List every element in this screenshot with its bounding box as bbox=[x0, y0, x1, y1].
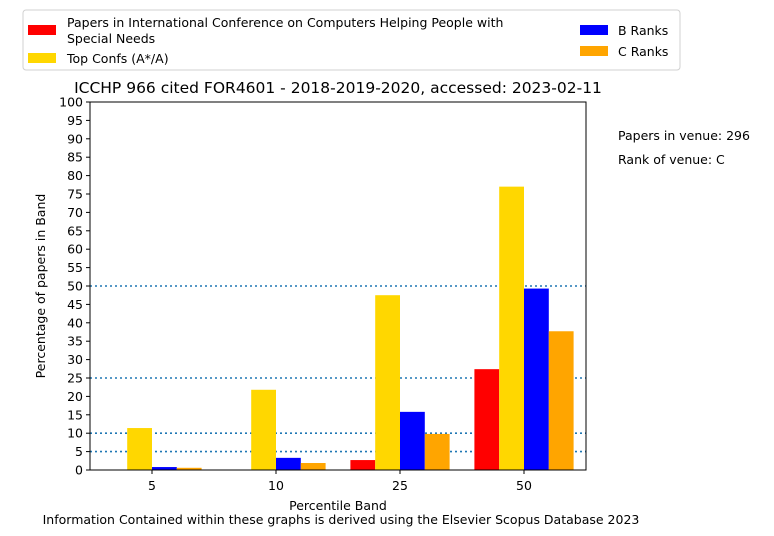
x-tick-label: 25 bbox=[392, 478, 408, 493]
y-tick-label: 20 bbox=[67, 389, 83, 404]
legend-label-c-ranks: C Ranks bbox=[618, 44, 668, 59]
bar bbox=[276, 457, 301, 470]
y-tick-label: 90 bbox=[67, 131, 83, 146]
bar bbox=[474, 369, 500, 470]
y-tick-label: 0 bbox=[75, 463, 83, 478]
y-tick-label: 5 bbox=[75, 444, 83, 459]
footer-note: Information Contained within these graph… bbox=[43, 512, 640, 527]
y-tick-label: 25 bbox=[67, 371, 83, 386]
y-tick-label: 40 bbox=[67, 315, 83, 330]
y-tick-label: 30 bbox=[67, 352, 83, 367]
legend-label-venue-line2: Special Needs bbox=[67, 31, 155, 46]
bar bbox=[127, 428, 152, 470]
y-tick-label: 45 bbox=[67, 297, 83, 312]
x-tick-label: 10 bbox=[268, 478, 284, 493]
legend-swatch-b-ranks bbox=[580, 25, 608, 35]
y-axis-label: Percentage of papers in Band bbox=[33, 194, 48, 379]
bar bbox=[524, 288, 549, 470]
y-tick-label: 95 bbox=[67, 113, 83, 128]
legend-frame bbox=[22, 9, 681, 71]
y-tick-label: 55 bbox=[67, 260, 83, 275]
y-tick-label: 75 bbox=[67, 187, 83, 202]
bars bbox=[127, 186, 574, 470]
legend: Papers in International Conference on Co… bbox=[22, 9, 681, 71]
y-tick-label: 100 bbox=[59, 95, 83, 110]
x-tick-label: 5 bbox=[148, 478, 156, 493]
bar bbox=[300, 463, 326, 470]
chart-title: ICCHP 966 cited FOR4601 - 2018-2019-2020… bbox=[74, 79, 602, 97]
bar bbox=[424, 433, 450, 470]
y-tick-label: 70 bbox=[67, 205, 83, 220]
bar bbox=[548, 331, 574, 470]
legend-label-top-confs: Top Confs (A*/A) bbox=[66, 51, 169, 66]
y-tick-label: 50 bbox=[67, 279, 83, 294]
annotation-papers-in-venue: Papers in venue: 296 bbox=[618, 128, 750, 143]
y-axis: 0 5 10 15 20 25 30 35 40 45 50 55 60 65 70 75 80 85 90 95 10… bbox=[59, 95, 90, 478]
legend-swatch-top-confs bbox=[28, 53, 56, 63]
y-tick-label: 15 bbox=[67, 407, 83, 422]
y-tick-label: 10 bbox=[67, 426, 83, 441]
bar bbox=[152, 467, 177, 470]
bar bbox=[176, 467, 202, 470]
y-tick-label: 35 bbox=[67, 334, 83, 349]
legend-swatch-c-ranks bbox=[580, 46, 608, 56]
x-tick-label: 50 bbox=[516, 478, 532, 493]
bar bbox=[400, 411, 425, 470]
legend-label-venue-line1: Papers in International Conference on Co… bbox=[67, 15, 503, 30]
y-tick-label: 80 bbox=[67, 168, 83, 183]
bar bbox=[350, 460, 376, 470]
legend-swatch-venue bbox=[28, 25, 56, 35]
x-axis: 5 10 25 50 bbox=[148, 470, 532, 493]
annotation-rank-of-venue: Rank of venue: C bbox=[618, 152, 725, 167]
y-tick-label: 60 bbox=[67, 242, 83, 257]
bar bbox=[499, 186, 524, 470]
x-axis-label: Percentile Band bbox=[289, 498, 387, 513]
y-tick-label: 85 bbox=[67, 150, 83, 165]
bar bbox=[375, 295, 400, 470]
y-tick-label: 65 bbox=[67, 223, 83, 238]
bar bbox=[251, 389, 276, 470]
legend-label-b-ranks: B Ranks bbox=[618, 23, 668, 38]
